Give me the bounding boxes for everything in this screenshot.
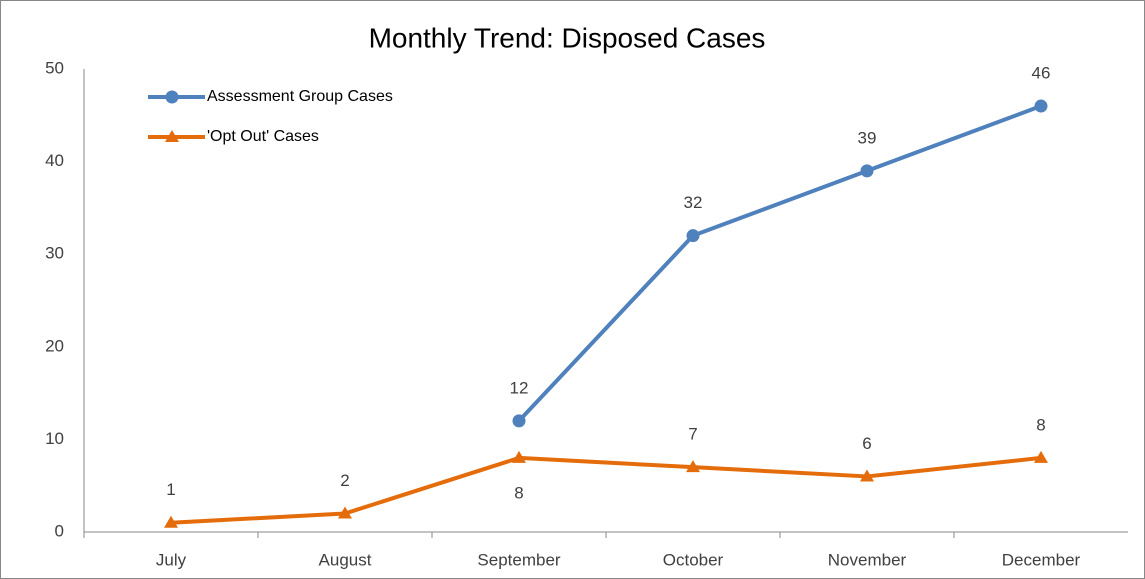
marker	[512, 450, 526, 463]
data-label: 32	[684, 193, 703, 212]
series-line	[517, 104, 1042, 423]
x-tick-label: September	[477, 550, 560, 569]
data-label: 46	[1032, 64, 1051, 83]
x-tick-label: July	[156, 550, 187, 569]
y-tick-label: 30	[45, 244, 64, 263]
y-tick-label: 40	[45, 151, 64, 170]
marker	[338, 506, 352, 519]
marker	[686, 460, 700, 473]
data-label: 1	[166, 480, 175, 499]
marker	[1034, 450, 1048, 463]
marker	[164, 515, 178, 528]
x-tick-label: December	[1002, 550, 1081, 569]
data-label: 8	[1036, 415, 1045, 434]
y-tick-label: 10	[45, 429, 64, 448]
data-label: 39	[858, 128, 877, 147]
marker	[165, 90, 179, 104]
legend-label: Assessment Group Cases	[207, 88, 393, 105]
marker	[165, 130, 179, 142]
y-tick-label: 20	[45, 336, 64, 355]
data-label: 12	[510, 378, 529, 397]
chart-title: Monthly Trend: Disposed Cases	[369, 22, 766, 53]
x-tick-label: November	[828, 550, 907, 569]
y-tick-label: 0	[55, 521, 64, 540]
data-label: 2	[340, 471, 349, 490]
marker	[686, 229, 700, 243]
data-label: 7	[688, 425, 697, 444]
data-label: 8	[514, 483, 523, 502]
marker	[860, 164, 874, 178]
y-tick-label: 50	[45, 58, 64, 77]
x-tick-label: August	[319, 550, 372, 569]
x-tick-label: October	[663, 550, 724, 569]
marker	[512, 414, 526, 428]
series-line	[170, 455, 1042, 525]
data-label: 6	[862, 434, 871, 453]
marker	[860, 469, 874, 482]
marker	[1034, 99, 1048, 113]
legend-label: 'Opt Out' Cases	[207, 128, 319, 145]
